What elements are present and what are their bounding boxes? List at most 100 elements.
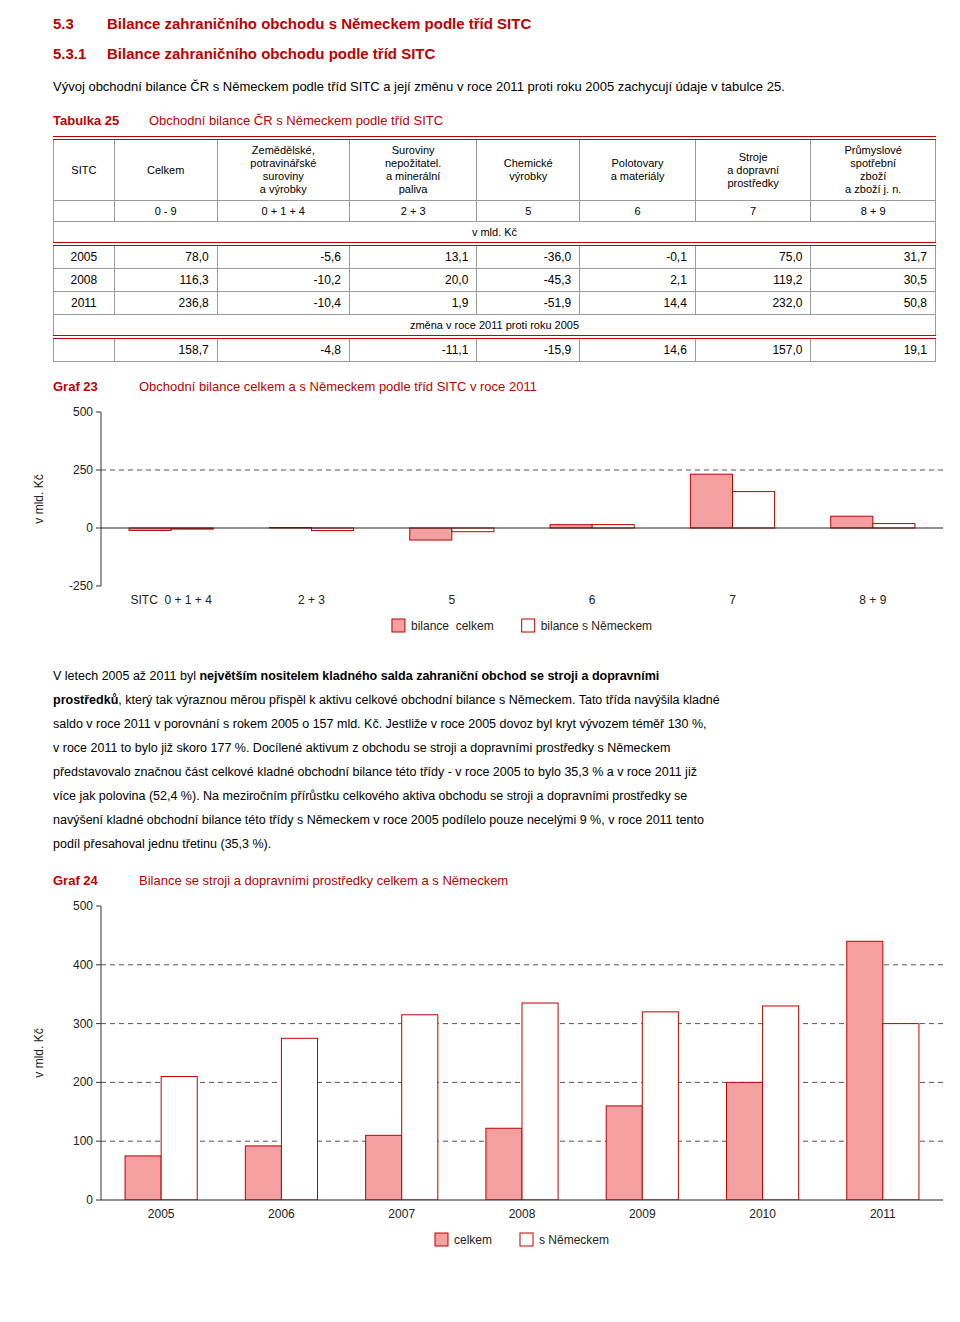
chart: 0100200300400500v mld. Kč200520062007200…	[23, 894, 936, 1264]
table-data-row: 2008116,3-10,220,0-45,32,1119,230,5	[54, 269, 936, 292]
body-line: více jak polovina (52,4 %). Na meziroční…	[53, 784, 936, 808]
table-code-cell: 0 + 1 + 4	[217, 201, 349, 222]
table-code-cell: 6	[580, 201, 696, 222]
body-line: v roce 2011 to bylo již skoro 177 %. Doc…	[53, 736, 936, 760]
body-text-segment: podíl přesahoval jednu třetinu (35,3 %).	[53, 837, 271, 851]
bars	[129, 474, 915, 540]
x-tick-label: 6	[589, 593, 596, 607]
table-value: 30,5	[811, 269, 936, 292]
y-axis	[101, 412, 102, 586]
x-tick-label: 2010	[749, 1207, 776, 1221]
table-value: -0,1	[580, 244, 696, 269]
table-row-label: 2011	[54, 292, 115, 315]
x-tick-label: 2009	[629, 1207, 656, 1221]
table-unit-row: v mld. Kč	[54, 222, 936, 245]
bar	[690, 474, 732, 528]
heading-text: Bilance zahraničního obchodu podle tříd …	[107, 45, 435, 62]
x-tick-label: 7	[729, 593, 736, 607]
bar	[642, 1012, 678, 1200]
table-change-label-row: změna v roce 2011 proti roku 2005	[54, 315, 936, 338]
page: 5.3Bilance zahraničního obchodu s Německ…	[0, 0, 960, 1264]
table-header-cell: SITC	[54, 138, 115, 201]
table-value: 31,7	[811, 244, 936, 269]
bar	[733, 492, 775, 528]
table-value: 236,8	[114, 292, 217, 315]
legend-swatch	[435, 1233, 448, 1246]
zero-line	[101, 1199, 943, 1200]
table-header-cell: Průmyslové spotřební zboží a zboží j. n.	[811, 138, 936, 201]
table-data-row: 200578,0-5,613,1-36,0-0,175,031,7	[54, 244, 936, 269]
body-line: prostředků, který tak výraznou měrou při…	[53, 688, 936, 712]
y-tick-label: 500	[73, 899, 93, 913]
table-header-cell: Zemědělské, potravinářské suroviny a výr…	[217, 138, 349, 201]
legend-label: bilance s Německem	[541, 619, 652, 633]
table-value: 50,8	[811, 292, 936, 315]
body-line: saldo v roce 2011 v porovnání s rokem 20…	[53, 712, 936, 736]
table-body: SITCCelkemZemědělské, potravinářské suro…	[54, 138, 936, 362]
y-tick	[96, 1082, 101, 1083]
y-tick	[96, 1023, 101, 1024]
y-axis-label: v mld. Kč	[32, 1028, 46, 1077]
table-value: 116,3	[114, 269, 217, 292]
table-value: -5,6	[217, 244, 349, 269]
bar	[366, 1135, 402, 1200]
table-caption: Tabulka 25Obchodní bilance ČR s Německem…	[53, 112, 936, 130]
bar	[606, 1106, 642, 1200]
chart-title: Bilance se stroji a dopravními prostředk…	[139, 873, 508, 888]
table-value: -15,9	[477, 337, 580, 362]
table-value: -10,2	[217, 269, 349, 292]
chart-label: Graf 24	[53, 872, 139, 890]
reference-line	[101, 964, 943, 965]
table-value: 19,1	[811, 337, 936, 362]
body-line: představovalo značnou část celkové kladn…	[53, 760, 936, 784]
table-header-cell: Polotovary a materiály	[580, 138, 696, 201]
table-value: -51,9	[477, 292, 580, 315]
y-tick-label: 300	[73, 1017, 93, 1031]
table-value: 157,0	[695, 337, 811, 362]
x-tick-label: 2 + 3	[298, 593, 325, 607]
body-text-segment: prostředků	[53, 693, 118, 707]
table-header-cell: Chemické výrobky	[477, 138, 580, 201]
body-text-segment: navýšení kladné obchodní bilance této tř…	[53, 813, 704, 827]
legend-swatch	[520, 1233, 533, 1246]
bars	[125, 941, 919, 1200]
body-text-segment: více jak polovina (52,4 %). Na meziroční…	[53, 789, 687, 803]
legend-label: s Německem	[539, 1233, 609, 1247]
y-tick	[96, 1200, 101, 1201]
y-tick-label: 500	[73, 405, 93, 419]
heading-number: 5.3.1	[53, 44, 107, 64]
y-tick	[96, 528, 101, 529]
table-code-cell: 0 - 9	[114, 201, 217, 222]
table-value: 20,0	[349, 269, 476, 292]
body-text-segment: představovalo značnou část celkové kladn…	[53, 765, 697, 779]
bar	[402, 1015, 438, 1200]
x-tick-label: 8 + 9	[859, 593, 886, 607]
chart: -2500250500v mld. KčSITC 0 + 1 + 42 + 35…	[23, 400, 936, 650]
body-text-segment: saldo v roce 2011 v porovnání s rokem 20…	[53, 717, 707, 731]
table-value: 75,0	[695, 244, 811, 269]
x-tick-label: 5	[448, 593, 455, 607]
table-row-label: 2008	[54, 269, 115, 292]
y-tick	[96, 906, 101, 907]
chart-caption: Graf 23Obchodní bilance celkem a s Němec…	[53, 378, 936, 396]
y-tick-label: 100	[73, 1134, 93, 1148]
legend: bilance celkembilance s Německem	[392, 619, 652, 633]
bar	[847, 941, 883, 1200]
table-value: -45,3	[477, 269, 580, 292]
table-cell	[54, 201, 115, 222]
bar	[486, 1128, 522, 1200]
table-header-row: SITCCelkemZemědělské, potravinářské suro…	[54, 138, 936, 201]
bar	[883, 1024, 919, 1200]
table-header-cell: Suroviny nepožitatel. a minerální paliva	[349, 138, 476, 201]
table-change-label: změna v roce 2011 proti roku 2005	[54, 315, 936, 338]
table-title: Obchodní bilance ČR s Německem podle tří…	[149, 113, 443, 128]
chart-caption: Graf 24Bilance se stroji a dopravními pr…	[53, 872, 936, 890]
y-tick	[96, 412, 101, 413]
chart-svg: 0100200300400500v mld. Kč200520062007200…	[23, 894, 953, 1264]
table-value: 119,2	[695, 269, 811, 292]
chart-title: Obchodní bilance celkem a s Německem pod…	[139, 379, 537, 394]
table-value: 2,1	[580, 269, 696, 292]
body-line: podíl přesahoval jednu třetinu (35,3 %).	[53, 832, 936, 856]
y-tick	[96, 964, 101, 965]
table-code-cell: 2 + 3	[349, 201, 476, 222]
